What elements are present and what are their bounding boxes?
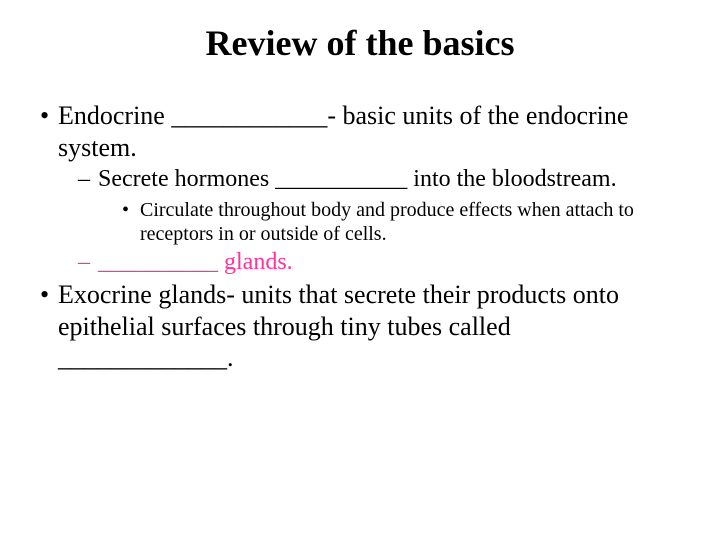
bullet-dot-icon: •	[40, 279, 58, 311]
page-title: Review of the basics	[40, 22, 680, 64]
bullet-text: Circulate throughout body and produce ef…	[140, 199, 634, 245]
bullet-dot-icon: •	[122, 198, 140, 222]
slide: Review of the basics •Endocrine ________…	[0, 0, 720, 540]
bullet-dash-icon: –	[78, 248, 98, 277]
bullet-level1-endocrine: •Endocrine ____________- basic units of …	[58, 100, 680, 163]
bullet-text: Secrete hormones ___________ into the bl…	[98, 166, 617, 192]
bullet-dash-icon: –	[78, 165, 98, 194]
bullet-text: Exocrine glands- units that secrete thei…	[58, 280, 619, 372]
bullet-level2-secrete: –Secrete hormones ___________ into the b…	[98, 165, 680, 194]
bullet-text: __________ glands.	[98, 249, 293, 275]
bullet-dot-icon: •	[40, 100, 58, 132]
bullet-level3-circulate: •Circulate throughout body and produce e…	[140, 198, 680, 246]
bullet-text: Endocrine ____________- basic units of t…	[58, 101, 628, 162]
bullet-level2-glands: –__________ glands.	[98, 248, 680, 277]
bullet-level1-exocrine: •Exocrine glands- units that secrete the…	[58, 279, 680, 374]
